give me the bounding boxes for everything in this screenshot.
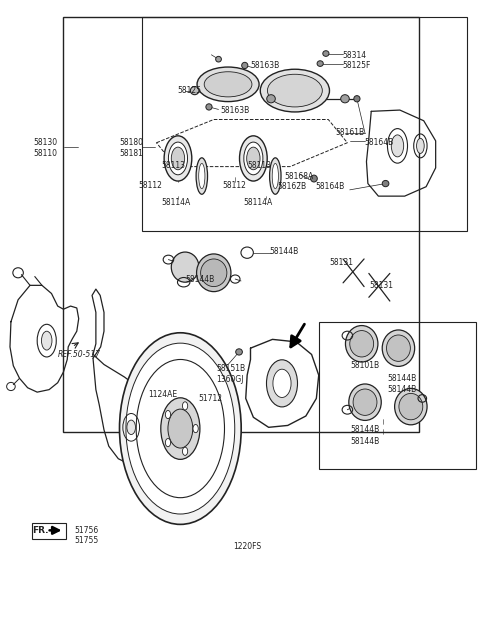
Ellipse shape: [353, 389, 377, 415]
Ellipse shape: [166, 439, 170, 447]
Text: 58114A: 58114A: [161, 198, 191, 207]
Ellipse shape: [191, 86, 199, 95]
Bar: [319, 322, 476, 469]
Ellipse shape: [267, 74, 323, 107]
Text: 51712: 51712: [198, 394, 222, 403]
Text: 58162B: 58162B: [277, 182, 306, 191]
Text: 58130: 58130: [34, 138, 58, 147]
Ellipse shape: [395, 388, 427, 425]
Text: 58112: 58112: [222, 181, 246, 190]
Ellipse shape: [120, 333, 241, 524]
Ellipse shape: [216, 56, 221, 62]
Text: 58131: 58131: [370, 281, 394, 290]
Text: 58164B: 58164B: [364, 138, 393, 146]
Text: 58163B: 58163B: [251, 61, 280, 70]
Ellipse shape: [391, 135, 404, 157]
Ellipse shape: [236, 349, 242, 355]
Ellipse shape: [164, 136, 192, 181]
Bar: [142, 17, 467, 231]
Text: 58144B: 58144B: [351, 437, 380, 445]
Text: 58110: 58110: [34, 149, 58, 158]
Text: 58164B: 58164B: [315, 182, 345, 191]
Text: 58181: 58181: [120, 149, 144, 158]
Ellipse shape: [171, 147, 185, 170]
Text: 58112: 58112: [139, 181, 163, 190]
Ellipse shape: [166, 410, 170, 418]
Ellipse shape: [193, 425, 198, 433]
Text: 58163B: 58163B: [220, 106, 249, 115]
Ellipse shape: [171, 252, 199, 282]
Ellipse shape: [346, 326, 378, 362]
Text: 1360GJ: 1360GJ: [216, 375, 244, 384]
Text: 58144B: 58144B: [387, 374, 416, 383]
Ellipse shape: [417, 138, 424, 153]
Bar: [63, 17, 419, 432]
Ellipse shape: [317, 61, 323, 66]
Ellipse shape: [199, 163, 205, 189]
Text: 58114A: 58114A: [244, 198, 273, 207]
Ellipse shape: [349, 384, 381, 420]
Ellipse shape: [272, 163, 278, 189]
Ellipse shape: [270, 158, 281, 194]
Ellipse shape: [350, 331, 373, 357]
Text: 1124AE: 1124AE: [148, 389, 178, 399]
Text: 58161B: 58161B: [336, 127, 365, 136]
Text: 58168A: 58168A: [284, 172, 313, 180]
Ellipse shape: [206, 103, 212, 110]
Ellipse shape: [182, 402, 188, 410]
Ellipse shape: [273, 369, 291, 398]
Text: 51756: 51756: [74, 526, 98, 535]
Ellipse shape: [168, 142, 188, 175]
Ellipse shape: [354, 96, 360, 102]
Text: 58113: 58113: [247, 162, 271, 170]
Ellipse shape: [382, 180, 389, 187]
Ellipse shape: [182, 447, 188, 456]
Ellipse shape: [240, 136, 267, 181]
Text: 58125F: 58125F: [343, 61, 371, 70]
Ellipse shape: [196, 158, 207, 194]
Text: 1220FS: 1220FS: [233, 542, 261, 551]
Ellipse shape: [161, 398, 200, 459]
Ellipse shape: [266, 360, 298, 407]
Ellipse shape: [260, 69, 329, 112]
Ellipse shape: [127, 420, 135, 435]
Ellipse shape: [382, 330, 415, 367]
Ellipse shape: [244, 142, 263, 175]
Text: 58113: 58113: [161, 162, 185, 170]
Text: 58144B: 58144B: [351, 425, 380, 434]
Text: 51755: 51755: [74, 536, 98, 545]
Ellipse shape: [341, 95, 349, 103]
Ellipse shape: [41, 331, 52, 350]
Text: 58144B: 58144B: [270, 247, 299, 256]
Bar: [33, 523, 66, 538]
Ellipse shape: [197, 254, 231, 292]
Text: 58151B: 58151B: [216, 364, 245, 374]
Text: REF.50-517: REF.50-517: [58, 350, 101, 359]
Ellipse shape: [311, 175, 317, 182]
Ellipse shape: [241, 62, 248, 69]
Text: 58144B: 58144B: [185, 274, 215, 283]
Ellipse shape: [399, 393, 423, 420]
Ellipse shape: [204, 72, 252, 97]
Text: 58101B: 58101B: [351, 362, 380, 370]
Text: FR.: FR.: [33, 526, 49, 535]
Text: 58314: 58314: [343, 51, 367, 60]
Ellipse shape: [201, 259, 227, 286]
Ellipse shape: [267, 95, 276, 103]
Ellipse shape: [247, 147, 260, 170]
Ellipse shape: [323, 50, 329, 56]
Ellipse shape: [386, 335, 410, 362]
Text: 58180: 58180: [120, 138, 144, 147]
Text: 58144B: 58144B: [387, 384, 416, 394]
Ellipse shape: [126, 343, 235, 514]
Ellipse shape: [168, 409, 193, 448]
Text: 58131: 58131: [330, 257, 354, 267]
Ellipse shape: [197, 67, 259, 102]
Text: 58125: 58125: [177, 86, 201, 95]
